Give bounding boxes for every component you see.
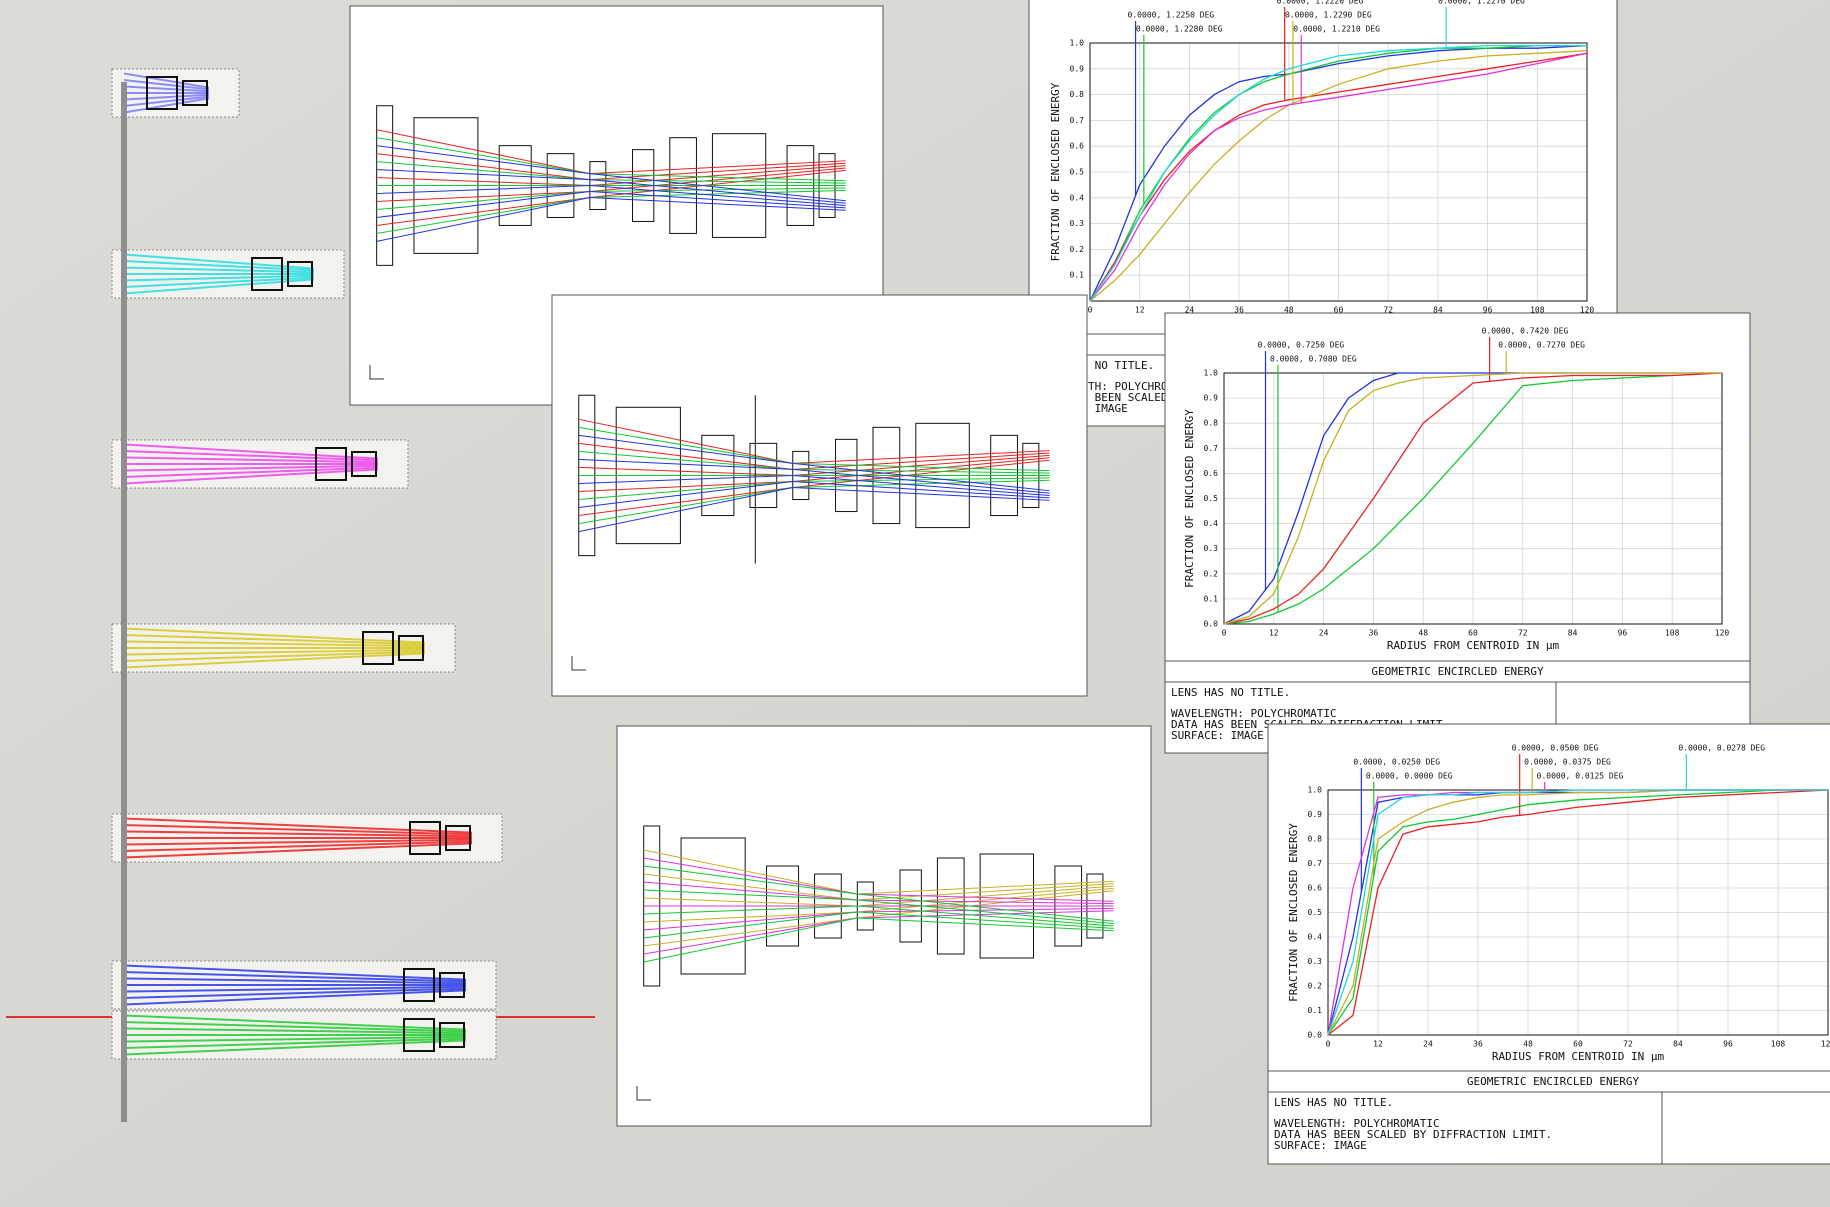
- series-label: 0.0000, 1.2280 DEG: [1136, 25, 1223, 34]
- y-tick-label: 0.6: [1204, 469, 1219, 478]
- y-tick-label: 0.5: [1070, 168, 1085, 177]
- x-tick-label: 120: [1821, 1040, 1830, 1049]
- y-tick-label: 0.2: [1070, 245, 1085, 254]
- y-tick-label: 0.7: [1308, 859, 1323, 868]
- collage: 0.0 0.1 0.2 0.3 0.4 0.5 0.6 0.7 0.8 0.9 1.0 0 12 24 36…: [0, 0, 1830, 1207]
- y-tick-label: 0.4: [1204, 519, 1219, 528]
- y-tick-label: 0.6: [1308, 884, 1323, 893]
- y-tick-label: 0.7: [1070, 116, 1085, 125]
- y-tick-label: 1.0: [1204, 369, 1219, 378]
- series-label: 0.0000, 0.0250 DEG: [1353, 758, 1440, 767]
- lens-diagram: [617, 726, 1151, 1126]
- y-tick-label: 0.8: [1308, 835, 1323, 844]
- x-tick-label: 24: [1319, 629, 1329, 638]
- series-label: 0.0000, 0.0375 DEG: [1524, 758, 1611, 767]
- series-label: 0.0000, 1.2270 DEG: [1438, 0, 1525, 6]
- x-tick-label: 96: [1618, 629, 1628, 638]
- y-tick-label: 0.6: [1070, 142, 1085, 151]
- series-label: 0.0000, 0.0000 DEG: [1366, 772, 1453, 781]
- x-tick-label: 12: [1373, 1040, 1383, 1049]
- x-tick-label: 36: [1473, 1040, 1483, 1049]
- footer-title: GEOMETRIC ENCIRCLED ENERGY: [1467, 1075, 1640, 1088]
- footer-title: GEOMETRIC ENCIRCLED ENERGY: [1371, 665, 1544, 678]
- x-tick-label: 72: [1518, 629, 1528, 638]
- series-label: 0.0000, 0.0500 DEG: [1512, 744, 1599, 753]
- x-tick-label: 12: [1135, 306, 1145, 315]
- y-tick-label: 0.2: [1204, 569, 1219, 578]
- y-tick-label: 0.3: [1070, 219, 1085, 228]
- x-tick-label: 48: [1418, 629, 1428, 638]
- y-tick-label: 0.9: [1070, 64, 1085, 73]
- footer-line: SURFACE: IMAGE: [1171, 729, 1264, 742]
- x-tick-label: 108: [1665, 629, 1680, 638]
- series-label: 0.0000, 0.7080 DEG: [1270, 355, 1357, 364]
- series-label: 0.0000, 0.7420 DEG: [1482, 327, 1569, 336]
- series-label: 0.0000, 1.2250 DEG: [1128, 11, 1215, 20]
- y-tick-label: 0.9: [1204, 394, 1219, 403]
- series-label: 0.0000, 1.2220 DEG: [1277, 0, 1364, 6]
- x-tick-label: 120: [1715, 629, 1730, 638]
- y-tick-label: 0.5: [1308, 908, 1323, 917]
- x-tick-label: 24: [1423, 1040, 1433, 1049]
- x-tick-label: 96: [1723, 1040, 1733, 1049]
- chart-panel: 0.0 0.1 0.2 0.3 0.4 0.5 0.6 0.7 0.8 0.9 1.0 0 12 24 36…: [1268, 724, 1830, 1164]
- footer-line: LENS HAS NO TITLE.: [1274, 1096, 1393, 1109]
- y-tick-label: 0.0: [1308, 1031, 1323, 1040]
- footer-line: SURFACE: IMAGE: [1274, 1139, 1367, 1152]
- x-tick-label: 0: [1222, 629, 1227, 638]
- chart-panel: 0.0 0.1 0.2 0.3 0.4 0.5 0.6 0.7 0.8 0.9 1.0 0 12 24 36…: [1165, 313, 1750, 753]
- x-tick-label: 0: [1088, 306, 1093, 315]
- y-tick-label: 0.3: [1204, 544, 1219, 553]
- x-axis-label: RADIUS FROM CENTROID IN µm: [1387, 639, 1560, 652]
- y-tick-label: 0.1: [1308, 1006, 1323, 1015]
- y-tick-label: 0.1: [1204, 594, 1219, 603]
- x-axis-label: RADIUS FROM CENTROID IN µm: [1492, 1050, 1665, 1063]
- x-tick-label: 108: [1771, 1040, 1786, 1049]
- x-tick-label: 60: [1468, 629, 1478, 638]
- x-tick-label: 36: [1369, 629, 1379, 638]
- y-tick-label: 0.4: [1070, 193, 1085, 202]
- y-tick-label: 0.3: [1308, 957, 1323, 966]
- y-tick-label: 0.2: [1308, 982, 1323, 991]
- x-tick-label: 48: [1523, 1040, 1533, 1049]
- optical-bench: [121, 82, 127, 1122]
- x-tick-label: 84: [1568, 629, 1578, 638]
- x-tick-label: 84: [1673, 1040, 1683, 1049]
- y-tick-label: 1.0: [1308, 786, 1323, 795]
- x-tick-label: 72: [1623, 1040, 1633, 1049]
- footer-line: LENS HAS NO TITLE.: [1171, 686, 1290, 699]
- page: 0.0 0.1 0.2 0.3 0.4 0.5 0.6 0.7 0.8 0.9 1.0 0 12 24 36…: [0, 0, 1830, 1207]
- y-tick-label: 0.4: [1308, 933, 1323, 942]
- y-tick-label: 0.8: [1204, 419, 1219, 428]
- series-label: 0.0000, 0.7250 DEG: [1258, 341, 1345, 350]
- series-label: 0.0000, 0.7270 DEG: [1498, 341, 1585, 350]
- y-tick-label: 0.8: [1070, 90, 1085, 99]
- y-tick-label: 1.0: [1070, 39, 1085, 48]
- y-axis-label: FRACTION OF ENCLOSED ENERGY: [1183, 409, 1196, 588]
- y-axis-label: FRACTION OF ENCLOSED ENERGY: [1287, 823, 1300, 1002]
- series-label: 0.0000, 1.2210 DEG: [1293, 25, 1380, 34]
- series-label: 0.0000, 0.0125 DEG: [1537, 772, 1624, 781]
- lens-diagram: [552, 295, 1087, 696]
- y-tick-label: 0.5: [1204, 494, 1219, 503]
- series-label: 0.0000, 0.0278 DEG: [1678, 744, 1765, 753]
- x-tick-label: 60: [1573, 1040, 1583, 1049]
- x-tick-label: 0: [1326, 1040, 1331, 1049]
- y-tick-label: 0.7: [1204, 444, 1219, 453]
- x-tick-label: 12: [1269, 629, 1279, 638]
- series-label: 0.0000, 1.2290 DEG: [1285, 11, 1372, 20]
- y-tick-label: 0.9: [1308, 810, 1323, 819]
- y-tick-label: 0.1: [1070, 271, 1085, 280]
- y-tick-label: 0.0: [1204, 620, 1219, 629]
- y-axis-label: FRACTION OF ENCLOSED ENERGY: [1049, 82, 1062, 261]
